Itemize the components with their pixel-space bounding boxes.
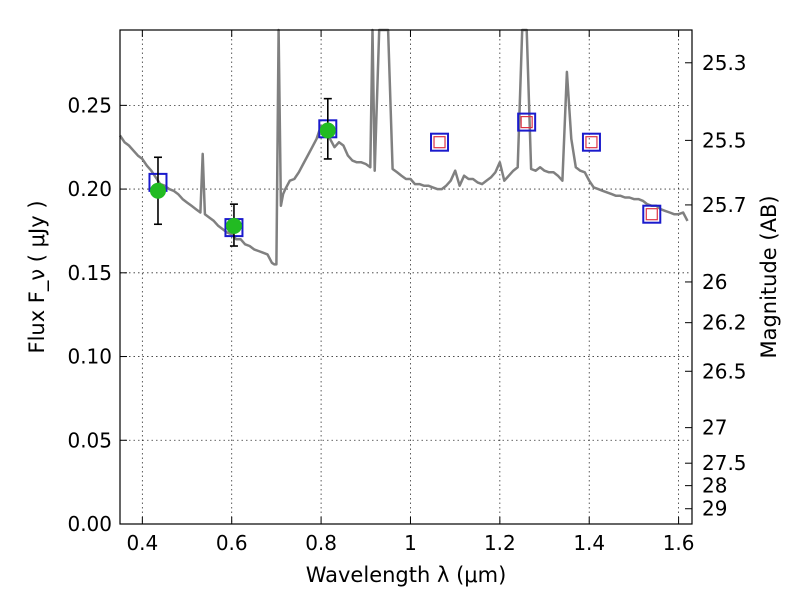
plot-frame (119, 29, 693, 525)
x-tick-label: 0.6 (216, 531, 248, 555)
mag-tick-label: 25.7 (702, 193, 747, 217)
x-tick-label: 1 (404, 531, 417, 555)
inner-square-marker (645, 208, 658, 221)
y-tick-label: 0.10 (67, 345, 112, 369)
observed-point (225, 217, 242, 234)
inner-square-marker (585, 136, 598, 149)
model-square-marker (642, 204, 662, 224)
observed-point (319, 122, 336, 139)
y-tick-label: 0.20 (67, 177, 112, 201)
mag-tick-label: 27.5 (702, 451, 747, 475)
mag-tick-label: 26.5 (702, 359, 747, 383)
model-square-marker (581, 132, 601, 152)
y-tick-label: 0.05 (67, 428, 112, 452)
plot-area (118, 28, 689, 266)
x-tick-label: 1.4 (573, 531, 605, 555)
mag-tick-label: 26 (702, 270, 727, 294)
mag-tick-label: 25.3 (702, 51, 747, 75)
y-tick-label: 0.15 (67, 261, 112, 285)
inner-square-marker (433, 136, 446, 149)
mag-tick-label: 26.2 (702, 311, 747, 335)
spectrum-line (118, 28, 689, 266)
x-tick-label: 1.6 (663, 531, 695, 555)
mag-tick-label: 25.5 (702, 128, 747, 152)
observed-point (149, 182, 166, 199)
mag-tick-label: 27 (702, 416, 727, 440)
model-square-marker (430, 132, 450, 152)
y-tick-label: 0.00 (67, 512, 112, 536)
right-axis-label: Magnitude (AB) (757, 195, 781, 358)
x-tick-label: 0.4 (126, 531, 158, 555)
y-tick-label: 0.25 (67, 93, 112, 117)
grid (120, 30, 692, 525)
x-axis-label: Wavelength λ (μm) (306, 563, 507, 587)
mag-tick-label: 29 (702, 497, 727, 521)
x-tick-label: 1.2 (484, 531, 516, 555)
mag-tick-label: 28 (702, 474, 727, 498)
ticks: 0.4 0.6 0.8 1 1.2 1.4 1.6 0.00 0.05 0.10 0.15 0.20 0… (67, 30, 747, 555)
y-axis-label: Flux F_ν ( μJy ) (25, 200, 50, 353)
model-square-marker (517, 112, 537, 132)
inner-square-marker (520, 116, 533, 129)
x-tick-label: 0.8 (305, 531, 337, 555)
